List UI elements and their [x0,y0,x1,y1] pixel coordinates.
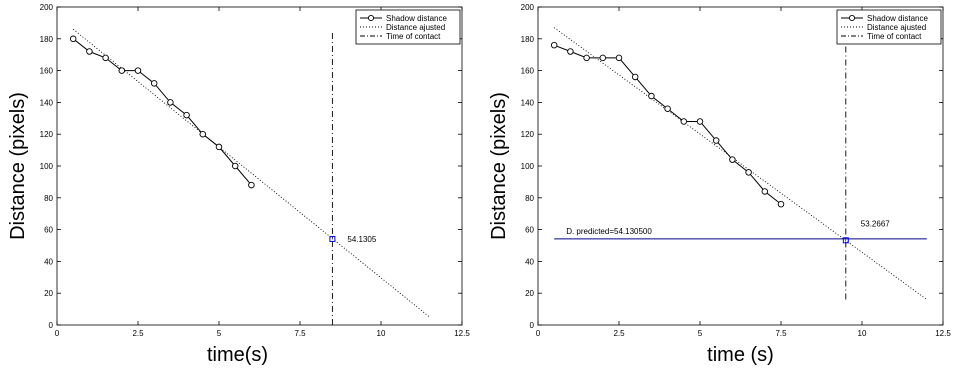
y-tick-label: 80 [525,194,534,203]
legend-label: Shadow distance [386,14,447,23]
y-tick-label: 180 [521,35,535,44]
y-tick-label: 0 [530,321,535,330]
shadow-distance-point [550,41,558,49]
x-tick-label: 2.5 [132,329,144,338]
legend-label: Distance ajusted [386,23,445,32]
legend-label: Distance ajusted [867,23,926,32]
y-axis-label: Distance (pixels) [488,92,510,240]
x-axis-label: time(s) [207,344,268,366]
series-distance-ajusted [72,28,430,318]
shadow-distance-point [583,54,590,62]
shadow-distance-point [745,169,752,176]
intersection-label: 53.2667 [861,219,890,228]
legend-label: Time of contact [386,32,441,41]
shadow-distance-point [231,162,239,170]
shadow-distance-point [664,105,671,113]
x-tick-label: 7.5 [294,329,306,338]
x-tick-label: 7.5 [775,329,787,338]
shadow-distance-point [729,156,736,163]
x-tick-label: 12.5 [935,329,951,338]
y-tick-label: 60 [44,226,53,235]
shadow-distance-point [599,54,607,62]
shadow-distance-point [696,118,704,125]
y-tick-label: 180 [40,35,54,44]
shadow-distance-point [215,143,223,151]
shadow-distance-point [69,35,77,43]
y-tick-label: 160 [521,67,535,76]
legend-box [836,9,942,45]
y-tick-label: 140 [521,98,535,107]
shadow-distance-point [183,111,190,119]
shadow-distance-point [680,118,688,125]
y-axis-label: Distance (pixels) [7,92,29,240]
y-tick-label: 100 [40,162,54,171]
legend-label: Time of contact [867,32,922,41]
x-tick-label: 5 [698,329,703,338]
y-tick-label: 140 [40,98,54,107]
x-tick-label: 2.5 [613,329,625,338]
predicted-distance-label: D. predicted=54.130500 [566,227,652,236]
shadow-distance-point [648,92,655,100]
shadow-distance-point [199,130,207,138]
y-tick-label: 20 [525,289,534,298]
x-tick-label: 0 [536,329,541,338]
shadow-distance-point [248,181,255,189]
y-tick-label: 200 [521,3,535,12]
chart-left: 0 2.5 5 7.5 10 12.5 0 20 40 60 80 100 120 140 160 180 20… [7,3,470,366]
shadow-distance-point [567,48,574,55]
shadow-distance-point [134,67,142,74]
legend-label: Shadow distance [867,14,928,23]
y-tick-label: 60 [525,226,534,235]
shadow-distance-point [712,137,720,144]
y-tick-label: 120 [521,130,535,139]
intersection-marker [842,237,849,244]
y-tick-label: 0 [49,321,54,330]
shadow-distance-point [777,200,785,208]
series-shadow-distance-line [72,38,252,186]
x-tick-label: 5 [217,329,222,338]
x-tick-label: 10 [377,329,386,338]
legend-box [355,9,461,45]
shadow-distance-point [118,67,126,74]
series-distance-ajusted [553,27,928,300]
y-tick-label: 20 [44,289,53,298]
y-tick-label: 200 [40,3,54,12]
intersection-marker [329,235,336,242]
shadow-distance-point [150,80,158,87]
y-tick-label: 100 [521,162,535,171]
y-tick-label: 40 [44,257,53,266]
legend-swatch-marker [367,14,375,22]
shadow-distance-point [761,188,769,195]
shadow-distance-point [86,48,93,55]
shadow-distance-point [615,54,623,62]
x-axis-label: time (s) [707,344,774,366]
shadow-distance-point [167,99,174,106]
y-tick-label: 160 [40,67,54,76]
y-tick-label: 120 [40,130,54,139]
intersection-label: 54.1305 [347,235,376,244]
shadow-distance-point [631,73,639,81]
plot-frame [56,6,463,326]
x-tick-label: 0 [55,329,60,338]
shadow-distance-point [102,54,109,62]
x-tick-label: 12.5 [454,329,470,338]
legend-swatch-marker [848,14,856,22]
y-tick-label: 40 [525,257,534,266]
x-tick-label: 10 [858,329,867,338]
chart-right: 0 2.5 5 7.5 10 12.5 0 20 40 60 80 100 120 140 160 180 20… [488,3,951,366]
y-tick-label: 80 [44,194,53,203]
series-shadow-distance-line [554,44,782,205]
